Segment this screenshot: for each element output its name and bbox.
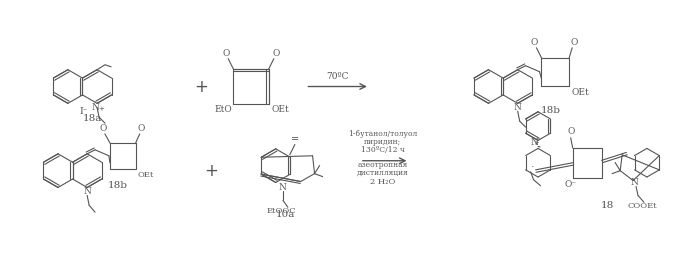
Text: O: O — [99, 124, 107, 133]
Text: OEt: OEt — [138, 170, 154, 179]
Text: N: N — [530, 138, 538, 147]
Text: EtOOC: EtOOC — [266, 207, 296, 215]
Text: 18: 18 — [600, 201, 614, 210]
Text: 1-бутанол/толуол: 1-бутанол/толуол — [348, 130, 417, 138]
Text: 130ºС/12 ч: 130ºС/12 ч — [361, 146, 405, 154]
Text: 18a: 18a — [82, 114, 102, 123]
Text: +: + — [194, 78, 208, 95]
Text: N: N — [83, 187, 91, 196]
Text: OEt: OEt — [272, 105, 289, 114]
Text: 2 H₂O: 2 H₂O — [370, 179, 396, 186]
Text: O: O — [222, 49, 230, 58]
Text: O: O — [272, 49, 280, 58]
Text: N: N — [279, 183, 287, 192]
Text: O: O — [531, 38, 538, 47]
Text: 18b: 18b — [108, 182, 128, 191]
Text: N: N — [514, 103, 521, 112]
Text: =: = — [291, 134, 299, 144]
Text: +: + — [205, 162, 218, 180]
Text: 10a: 10a — [276, 210, 296, 219]
Text: I⁻: I⁻ — [79, 107, 87, 116]
Text: OEt: OEt — [571, 88, 589, 97]
Text: N: N — [630, 178, 638, 187]
Text: 18b: 18b — [540, 106, 561, 115]
Text: EtO: EtO — [215, 105, 232, 114]
Text: O: O — [138, 124, 145, 133]
Text: дистилляция: дистилляция — [356, 169, 408, 177]
Text: пиридин;: пиридин; — [364, 138, 401, 146]
Text: азеотропная: азеотропная — [357, 161, 408, 169]
Text: N: N — [91, 103, 99, 112]
Text: O: O — [567, 127, 575, 136]
Text: COOEt: COOEt — [627, 202, 657, 210]
Text: ·: · — [531, 162, 535, 172]
Text: +: + — [98, 106, 104, 112]
Text: 70ºC: 70ºC — [326, 72, 348, 80]
Text: O⁻: O⁻ — [565, 180, 577, 189]
Text: O: O — [570, 38, 578, 47]
